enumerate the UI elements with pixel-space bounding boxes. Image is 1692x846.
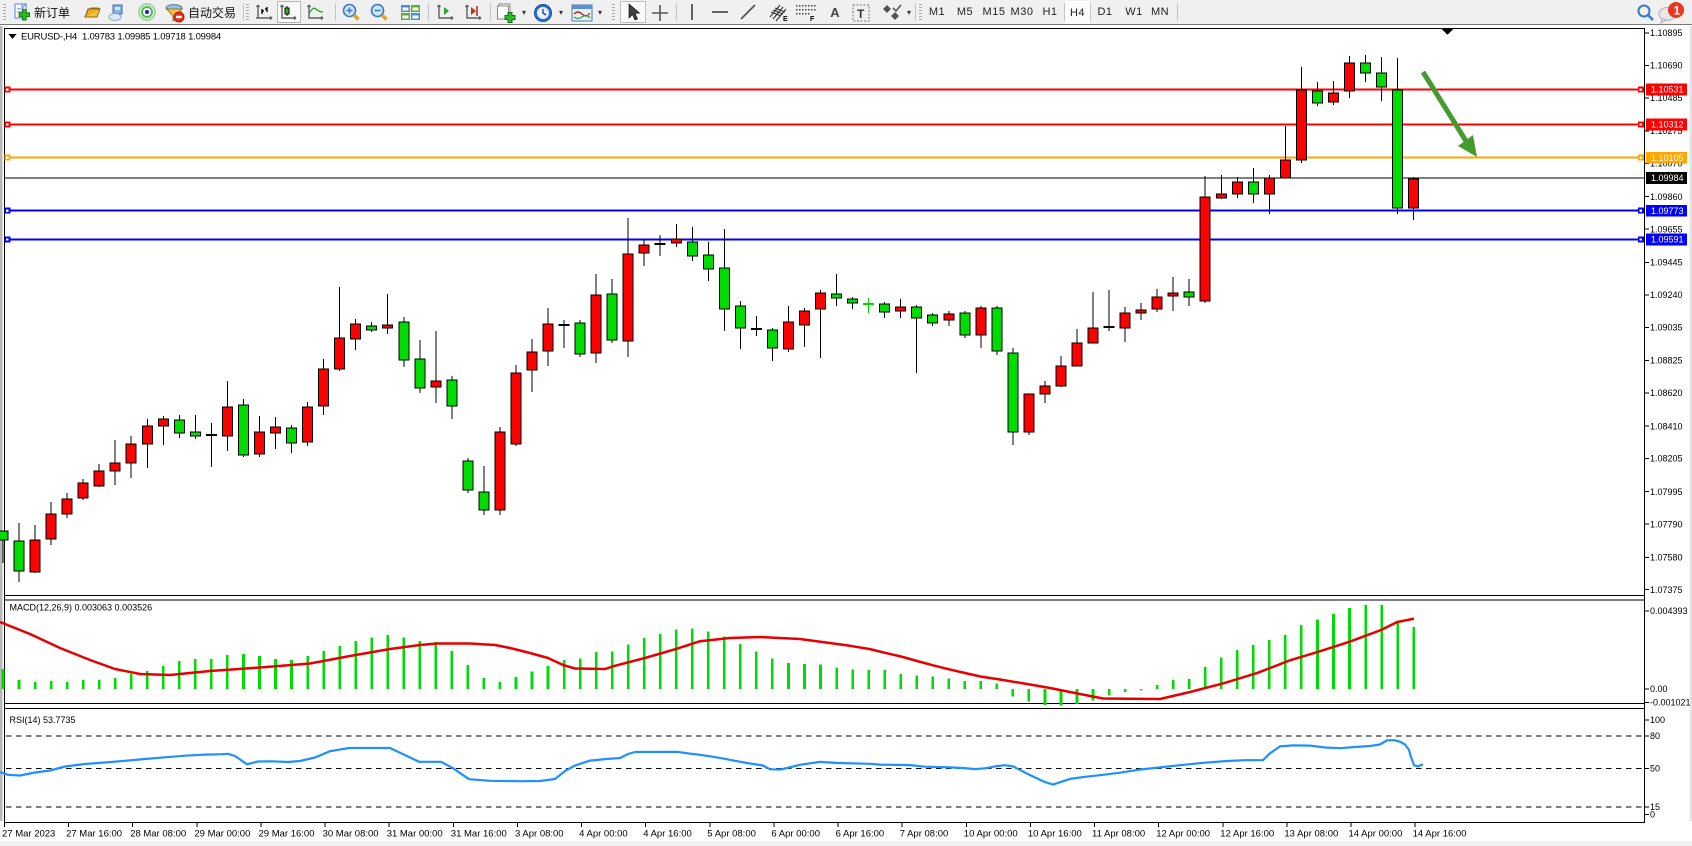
svg-text:12 Apr 00:00: 12 Apr 00:00 [1156,829,1210,840]
svg-text:F: F [810,16,815,23]
svg-text:0: 0 [1650,810,1655,820]
svg-text:15: 15 [1650,802,1660,812]
svg-text:29 Mar 00:00: 29 Mar 00:00 [194,829,250,840]
svg-text:50: 50 [1650,764,1660,774]
svg-text:1.09445: 1.09445 [1650,258,1683,268]
svg-text:MACD(12,26,9) 0.003063 0.00352: MACD(12,26,9) 0.003063 0.003526 [10,603,153,613]
svg-text:13 Apr 08:00: 13 Apr 08:00 [1284,829,1338,840]
svg-text:29 Mar 16:00: 29 Mar 16:00 [259,829,315,840]
svg-text:10 Apr 16:00: 10 Apr 16:00 [1028,829,1082,840]
svg-text:1.07790: 1.07790 [1650,519,1683,529]
svg-text:1.08825: 1.08825 [1650,356,1683,366]
svg-text:5 Apr 08:00: 5 Apr 08:00 [707,829,756,840]
svg-text:31 Mar 00:00: 31 Mar 00:00 [387,829,443,840]
svg-text:0.004393: 0.004393 [1650,606,1688,616]
svg-text:1.08410: 1.08410 [1650,421,1683,431]
svg-text:11 Apr 08:00: 11 Apr 08:00 [1092,829,1145,840]
svg-text:-0.001021: -0.001021 [1650,698,1691,708]
svg-text:1.10312: 1.10312 [1651,120,1684,130]
svg-text:14 Apr 00:00: 14 Apr 00:00 [1349,829,1403,840]
svg-text:1.08620: 1.08620 [1650,388,1683,398]
svg-text:4 Apr 00:00: 4 Apr 00:00 [579,829,628,840]
svg-text:28 Mar 08:00: 28 Mar 08:00 [130,829,186,840]
svg-text:7 Apr 08:00: 7 Apr 08:00 [900,829,949,840]
svg-text:31 Mar 16:00: 31 Mar 16:00 [451,829,507,840]
svg-text:6 Apr 00:00: 6 Apr 00:00 [771,829,820,840]
svg-text:RSI(14) 53.7735: RSI(14) 53.7735 [10,715,76,725]
svg-text:0.00: 0.00 [1650,684,1668,694]
svg-text:4 Apr 16:00: 4 Apr 16:00 [643,829,692,840]
svg-text:6 Apr 16:00: 6 Apr 16:00 [836,829,885,840]
svg-text:1.07995: 1.07995 [1650,487,1683,497]
svg-text:80: 80 [1650,731,1660,741]
svg-text:30 Mar 08:00: 30 Mar 08:00 [323,829,379,840]
svg-text:100: 100 [1650,715,1665,725]
svg-text:1.09591: 1.09591 [1651,235,1684,245]
svg-text:1.09035: 1.09035 [1650,323,1683,333]
svg-text:27 Mar 16:00: 27 Mar 16:00 [66,829,122,840]
svg-text:1.10070: 1.10070 [1650,159,1683,169]
svg-text:1.07580: 1.07580 [1650,553,1683,563]
svg-text:1.09860: 1.09860 [1650,192,1683,202]
svg-text:1.09984: 1.09984 [1651,173,1684,183]
svg-text:10 Apr 00:00: 10 Apr 00:00 [964,829,1018,840]
svg-text:1.09773: 1.09773 [1651,206,1684,216]
svg-text:1: 1 [1674,3,1681,17]
svg-text:27 Mar 2023: 27 Mar 2023 [2,829,55,840]
svg-text:1.10531: 1.10531 [1651,85,1684,95]
svg-text:1.08205: 1.08205 [1650,454,1683,464]
svg-text:14 Apr 16:00: 14 Apr 16:00 [1413,829,1467,840]
svg-text:1.10485: 1.10485 [1650,93,1683,103]
svg-text:3 Apr 08:00: 3 Apr 08:00 [515,829,564,840]
svg-text:1.10690: 1.10690 [1650,61,1683,71]
svg-text:1.10275: 1.10275 [1650,126,1683,136]
svg-text:1.10105: 1.10105 [1651,153,1684,163]
svg-text:1.10895: 1.10895 [1650,28,1683,38]
svg-text:12 Apr 16:00: 12 Apr 16:00 [1220,829,1274,840]
svg-text:1.07375: 1.07375 [1650,585,1683,595]
svg-text:T: T [857,7,865,21]
svg-text:E: E [783,16,788,23]
svg-text:EURUSD-,H4 1.09783 1.09985 1.: EURUSD-,H4 1.09783 1.09985 1.09718 1.099… [21,32,221,43]
svg-text:1.09655: 1.09655 [1650,224,1683,234]
svg-text:1.09240: 1.09240 [1650,290,1683,300]
